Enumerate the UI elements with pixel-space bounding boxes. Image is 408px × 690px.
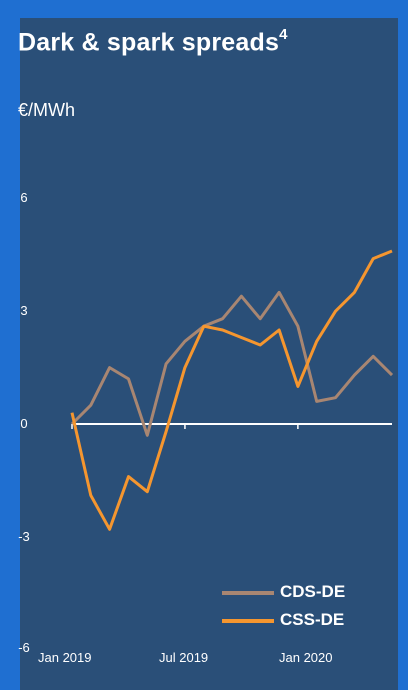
legend-swatch (222, 591, 274, 595)
series-line-cds-de (70, 290, 394, 437)
footnote-marker: 4 (279, 26, 288, 43)
y-tick-label: 0 (20, 416, 28, 431)
y-tick-label: 3 (20, 303, 28, 318)
series-line-css-de (70, 249, 393, 531)
y-tick-label: 6 (20, 190, 28, 205)
legend-label: CDS-DE (280, 582, 346, 601)
y-tick-label: -6 (18, 640, 30, 655)
chart-panel (20, 18, 398, 690)
chart-plot-area (70, 249, 394, 531)
x-tick-label: Jul 2019 (159, 650, 209, 665)
x-tick-label: Jan 2019 (38, 650, 92, 665)
x-tick-label: Jan 2020 (279, 650, 333, 665)
legend-label: CSS-DE (280, 610, 345, 629)
y-tick-label: -3 (18, 529, 30, 544)
chart-title: Dark & spark spreads4 (18, 26, 288, 57)
legend-swatch (222, 619, 274, 623)
y-axis-unit: €/MWh (18, 100, 76, 120)
